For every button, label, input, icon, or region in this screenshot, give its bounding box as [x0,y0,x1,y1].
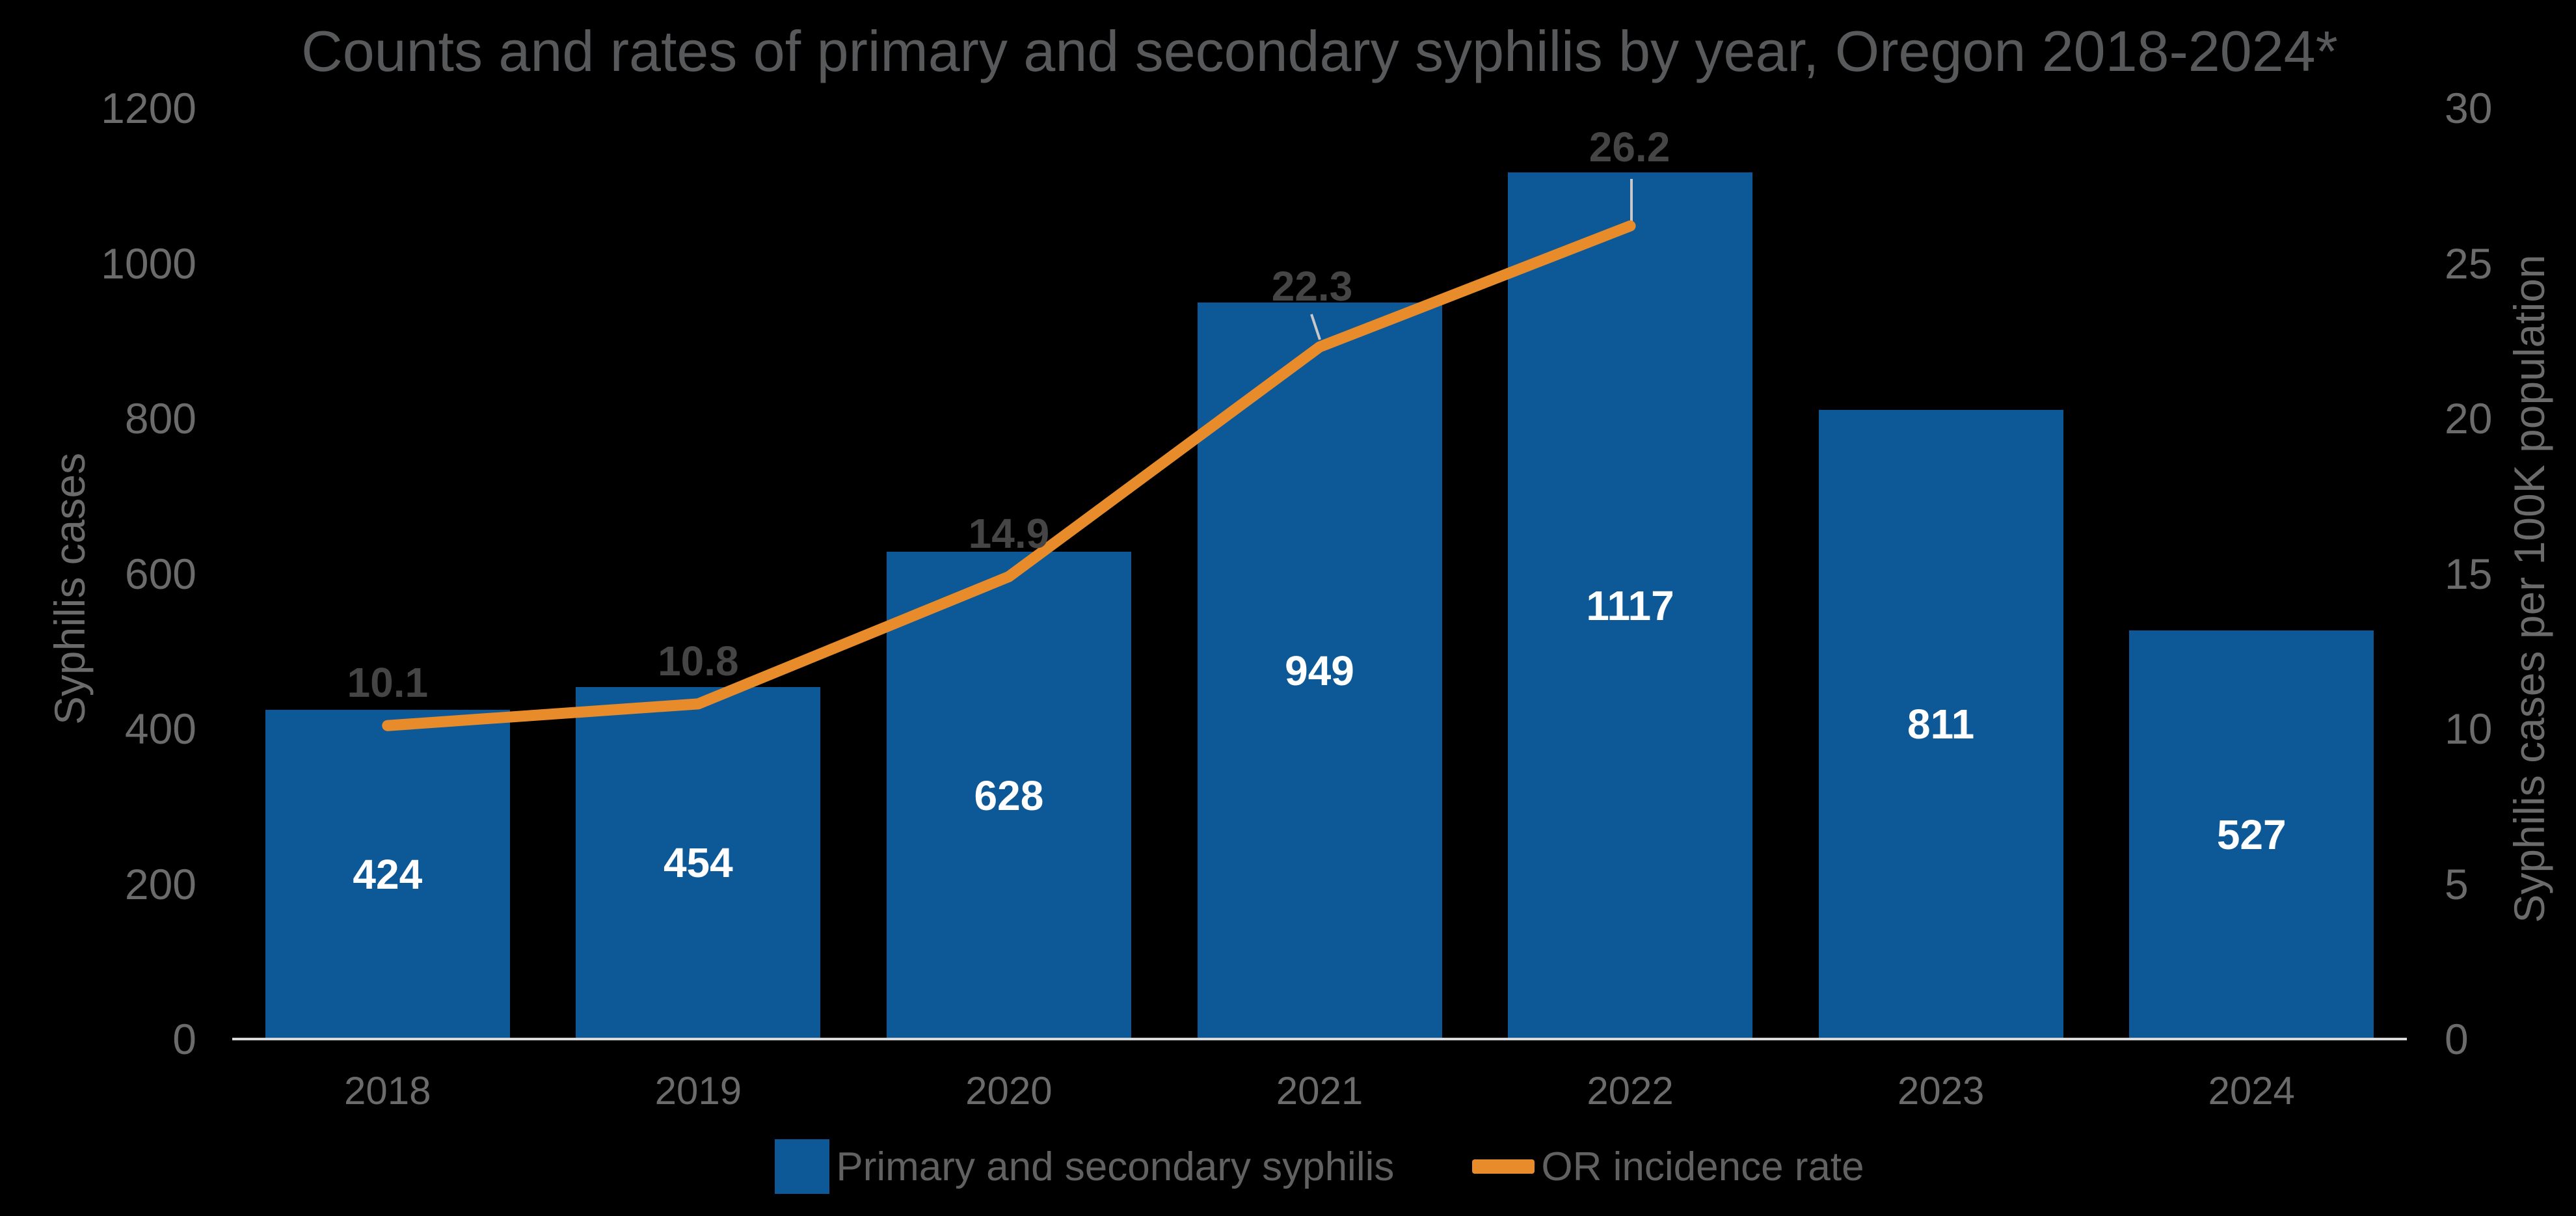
left-axis-tick-0: 0 [172,1015,196,1063]
rate-label-leader-line [1310,314,1321,340]
rate-value-label-2021: 22.3 [1271,263,1353,310]
x-axis-label-2024: 2024 [2208,1069,2295,1113]
bar-series-swatch-icon [775,1139,830,1194]
bar-2020 [886,552,1131,1039]
right-axis-tick-0: 0 [2445,1015,2469,1063]
rate-value-label-2022: 26.2 [1589,124,1670,170]
bar-value-label-2021: 949 [1285,647,1354,695]
right-axis-tick-20: 20 [2445,394,2493,442]
bar-value-label-2024: 527 [2216,811,2287,858]
right-axis-tick-25: 25 [2445,239,2493,288]
line-series-swatch-icon [1472,1159,1535,1174]
bar-value-label-2020: 628 [974,772,1044,819]
rate-value-label-2018: 10.1 [347,659,429,707]
right-axis-tick-5: 5 [2445,859,2469,908]
left-axis-tick-600: 600 [124,549,196,598]
right-axis-tick-10: 10 [2445,705,2493,753]
x-axis-label-2020: 2020 [965,1069,1053,1113]
legend-item-bar-series: Primary and secondary syphilis [775,1139,1394,1194]
x-axis-label-2019: 2019 [654,1069,742,1113]
bar-2022 [1508,172,1753,1039]
right-axis-tick-15: 15 [2445,549,2493,598]
bar-value-label-2019: 454 [663,839,733,887]
left-axis-tick-400: 400 [124,705,196,753]
rate-value-label-2020: 14.9 [968,510,1050,558]
bar-2024 [2129,630,2374,1039]
chart-title: Counts and rates of primary and secondar… [301,19,2338,83]
incidence-rate-line [382,220,1636,731]
legend-label-line-series: OR incidence rate [1541,1144,1864,1189]
left-axis-tick-1000: 1000 [101,239,196,288]
bar-value-label-2023: 811 [1907,701,1975,748]
bar-value-label-2018: 424 [353,851,423,898]
x-axis-label-2023: 2023 [1897,1069,1985,1113]
x-axis-line [232,1038,2407,1040]
left-axis-tick-800: 800 [124,394,196,442]
x-axis-label-2022: 2022 [1587,1069,1674,1113]
x-axis-label-2018: 2018 [344,1069,431,1113]
left-axis-tick-200: 200 [124,859,196,908]
bar-2023 [1818,409,2063,1039]
rate-value-label-2019: 10.8 [658,637,739,684]
right-axis-tick-30: 30 [2445,84,2493,132]
x-axis-label-2021: 2021 [1276,1069,1363,1113]
left-axis-tick-1200: 1200 [101,84,196,132]
legend-label-bar-series: Primary and secondary syphilis [836,1144,1395,1189]
bar-2021 [1197,303,1442,1039]
bar-value-label-2022: 1117 [1586,582,1674,629]
legend-item-line-series: OR incidence rate [1472,1144,1864,1190]
bar-2018 [265,710,510,1039]
bar-2019 [576,686,821,1039]
chart-legend: Primary and secondary syphilis OR incide… [232,1139,2407,1194]
